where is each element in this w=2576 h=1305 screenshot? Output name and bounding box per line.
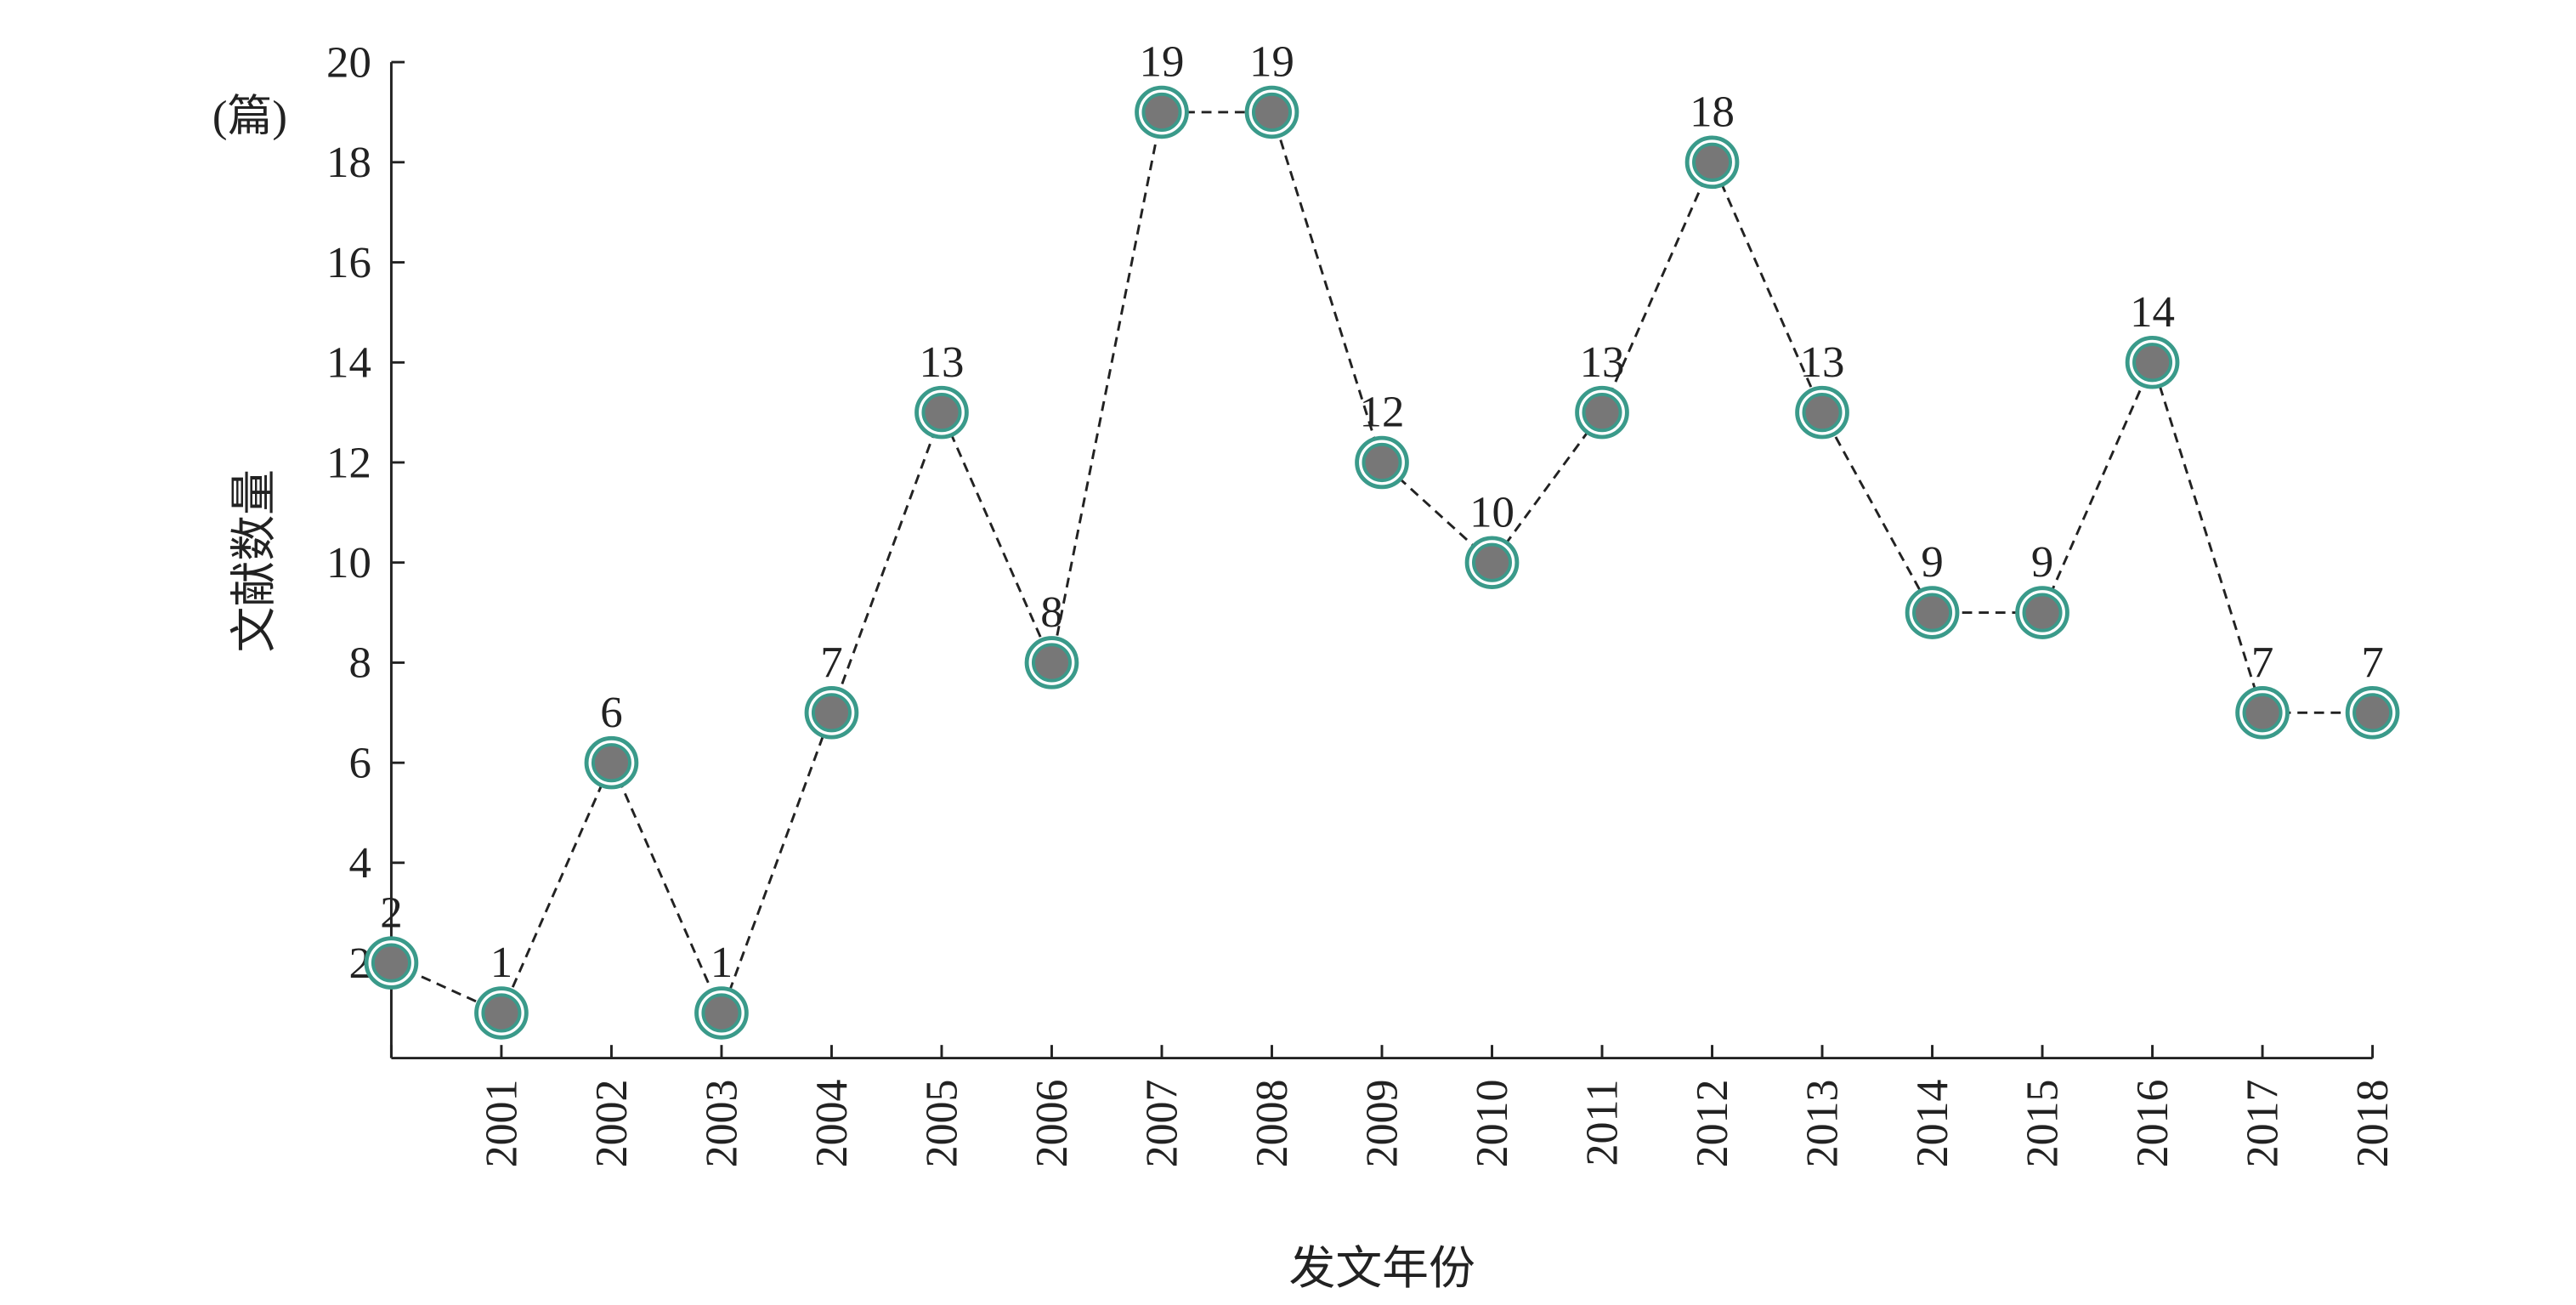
y-tick-label: 20 [326, 38, 371, 87]
data-label: 1 [711, 939, 733, 987]
x-tick-label: 2012 [1688, 1080, 1738, 1168]
data-label: 6 [600, 688, 622, 736]
data-label: 19 [1249, 37, 1294, 86]
marker-inner [1251, 92, 1293, 133]
x-tick-label: 2017 [2238, 1080, 2288, 1168]
x-tick-label: 2004 [807, 1080, 858, 1168]
marker-inner [481, 993, 522, 1033]
x-axis-label: 发文年份 [1288, 1241, 1475, 1294]
y-tick-label: 8 [348, 638, 371, 687]
y-tick-label: 14 [326, 338, 371, 387]
marker-inner [1031, 643, 1072, 683]
data-label: 7 [2251, 638, 2273, 686]
x-tick-label: 2016 [2128, 1080, 2178, 1168]
x-tick-label: 2008 [1248, 1080, 1298, 1168]
x-tick-label: 2003 [697, 1080, 747, 1168]
data-label: 13 [1580, 338, 1625, 386]
marker-inner [1692, 142, 1733, 182]
data-label: 19 [1140, 37, 1185, 86]
x-tick-label: 2007 [1137, 1080, 1187, 1168]
marker-inner [591, 743, 631, 783]
y-tick-label: 12 [326, 439, 371, 487]
marker-inner [2352, 693, 2393, 733]
marker-inner [2022, 593, 2063, 633]
data-label: 13 [1800, 338, 1845, 386]
marker-inner [811, 693, 852, 733]
data-label: 1 [490, 939, 512, 987]
marker-inner [701, 993, 742, 1033]
x-tick-label: 2001 [477, 1080, 527, 1168]
data-label: 14 [2130, 287, 2175, 336]
data-label: 2 [380, 888, 402, 937]
marker-inner [1472, 542, 1513, 582]
x-tick-label: 2018 [2348, 1080, 2398, 1168]
data-label: 10 [1469, 488, 1514, 536]
data-label: 12 [1360, 388, 1405, 436]
x-tick-label: 2015 [2018, 1080, 2068, 1168]
x-tick-label: 2013 [1798, 1080, 1848, 1168]
data-line [390, 111, 2373, 1017]
marker-inner [1912, 593, 1953, 633]
x-tick-label: 2005 [917, 1080, 967, 1168]
data-label: 18 [1690, 88, 1735, 136]
marker-inner [371, 943, 411, 983]
unit-label: (篇) [212, 92, 287, 140]
data-label: 8 [1040, 588, 1062, 637]
data-label: 13 [920, 338, 965, 386]
y-tick-label: 6 [348, 739, 371, 787]
y-tick-label: 10 [326, 538, 371, 587]
x-tick-label: 2010 [1468, 1080, 1518, 1168]
marker-inner [1582, 393, 1622, 433]
x-tick-label: 2011 [1577, 1080, 1628, 1166]
marker-inner [2132, 343, 2173, 383]
y-tick-label: 4 [348, 839, 371, 888]
x-tick-label: 2006 [1028, 1080, 1078, 1168]
marker-inner [921, 393, 962, 433]
data-label: 9 [1921, 538, 1943, 587]
marker-inner [1802, 393, 1843, 433]
x-tick-label: 2014 [1908, 1080, 1958, 1168]
data-label: 7 [820, 638, 842, 686]
x-tick-label: 2002 [587, 1080, 637, 1168]
x-tick-label: 2009 [1357, 1080, 1407, 1168]
y-axis-label: 文献数量 [227, 469, 281, 652]
marker-inner [1141, 92, 1182, 133]
marker-inner [2242, 693, 2283, 733]
data-label: 9 [2031, 538, 2053, 587]
y-tick-label: 18 [326, 139, 371, 187]
marker-inner [1362, 442, 1402, 483]
data-label: 7 [2361, 638, 2383, 686]
y-tick-label: 16 [326, 238, 371, 287]
